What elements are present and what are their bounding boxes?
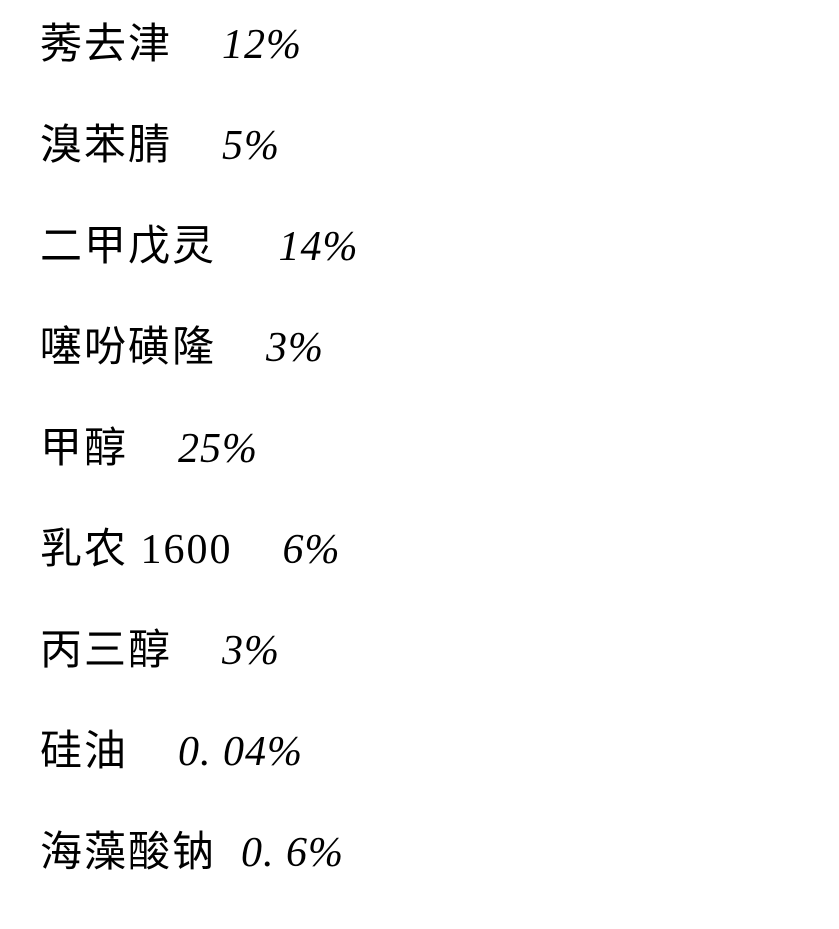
ingredient-name: 丙三醇 xyxy=(40,616,172,677)
ingredient-name: 硅油 xyxy=(40,717,128,778)
ingredient-percent: 5% xyxy=(222,122,280,170)
ingredient-list: 莠去津 12% 溴苯腈 5% 二甲戊灵 14% 噻吩磺隆 3% 甲醇 25% 乳… xyxy=(0,0,839,929)
list-item: 乳农 1600 6% xyxy=(40,515,799,576)
list-item: 海藻酸钠 0. 6% xyxy=(40,818,799,879)
ingredient-name: 海藻酸钠 xyxy=(40,818,216,879)
ingredient-percent: 12% xyxy=(222,21,302,69)
spacer xyxy=(216,829,241,877)
ingredient-percent: 3% xyxy=(222,627,280,675)
spacer xyxy=(172,21,222,69)
list-item: 溴苯腈 5% xyxy=(40,111,799,172)
ingredient-name: 乳农 1600 xyxy=(40,515,233,576)
spacer xyxy=(172,627,222,675)
spacer xyxy=(233,526,283,574)
ingredient-name: 噻吩磺隆 xyxy=(40,313,216,374)
ingredient-name: 莠去津 xyxy=(40,10,172,71)
spacer xyxy=(216,223,279,271)
ingredient-percent: 25% xyxy=(178,425,258,473)
list-item: 二甲戊灵 14% xyxy=(40,212,799,273)
ingredient-percent: 14% xyxy=(279,223,359,271)
spacer xyxy=(172,122,222,170)
ingredient-name: 溴苯腈 xyxy=(40,111,172,172)
ingredient-percent: 3% xyxy=(266,324,324,372)
list-item: 丙三醇 3% xyxy=(40,616,799,677)
list-item: 硅油 0. 04% xyxy=(40,717,799,778)
spacer xyxy=(216,324,266,372)
ingredient-percent: 6% xyxy=(283,526,341,574)
spacer xyxy=(128,425,178,473)
ingredient-name: 二甲戊灵 xyxy=(40,212,216,273)
spacer xyxy=(128,728,178,776)
ingredient-percent: 0. 04% xyxy=(178,728,303,776)
list-item: 莠去津 12% xyxy=(40,10,799,71)
ingredient-percent: 0. 6% xyxy=(241,829,344,877)
list-item: 噻吩磺隆 3% xyxy=(40,313,799,374)
ingredient-name: 甲醇 xyxy=(40,414,128,475)
list-item: 甲醇 25% xyxy=(40,414,799,475)
